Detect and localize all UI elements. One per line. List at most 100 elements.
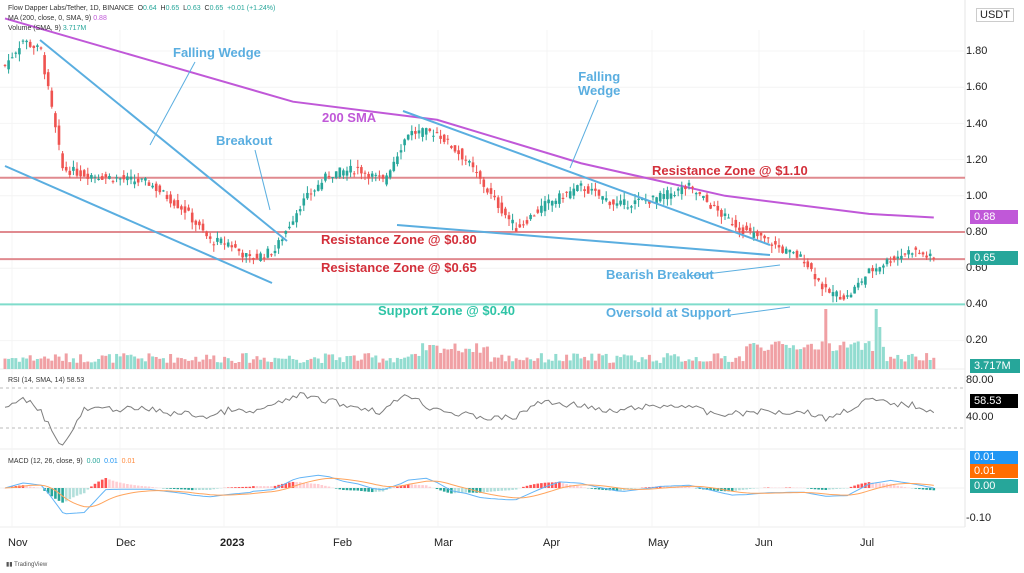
macd-histogram-bar xyxy=(165,488,169,489)
candle-body xyxy=(100,176,104,180)
macd-histogram-bar xyxy=(820,488,824,490)
macd-histogram-bar xyxy=(810,488,813,489)
volume-bar xyxy=(107,354,111,369)
macd-histogram-bar xyxy=(730,488,734,492)
macd-histogram-bar xyxy=(565,484,568,488)
volume-bar xyxy=(424,350,428,369)
annotation-falling-wedge-1: Falling Wedge xyxy=(173,45,261,60)
macd-histogram-bar xyxy=(194,488,198,491)
volume-bar xyxy=(100,355,104,369)
volume-bar xyxy=(730,361,734,369)
low-label: L xyxy=(183,5,188,12)
open-label: O xyxy=(137,5,144,12)
macd-histogram-bar xyxy=(334,488,338,489)
candle-body xyxy=(824,284,828,288)
currency-selector[interactable]: USDT xyxy=(976,8,1014,22)
volume-bar xyxy=(248,362,252,369)
candle-body xyxy=(504,208,507,216)
volume-bar xyxy=(86,361,90,369)
rsi-badge: 58.53 xyxy=(970,394,1018,408)
candle-body xyxy=(565,191,568,193)
volume-bar xyxy=(237,362,241,369)
candle-body xyxy=(727,217,730,219)
macd-histogram-bar xyxy=(248,486,252,488)
candle-body xyxy=(802,261,806,264)
wedge-trendline xyxy=(396,224,771,256)
macd-histogram-bar xyxy=(198,488,201,491)
candle-body xyxy=(158,185,162,193)
volume-bar xyxy=(68,362,72,369)
macd-histogram-bar xyxy=(435,488,439,490)
candle-body xyxy=(248,254,252,256)
macd-histogram-bar xyxy=(288,482,291,488)
candle-body xyxy=(334,171,338,178)
candle-body xyxy=(403,139,406,146)
macd-histogram-bar xyxy=(108,479,111,488)
macd-signal-badge: 0.01 xyxy=(970,464,1018,478)
macd-histogram-bar xyxy=(280,483,284,488)
ma-price-badge: 0.88 xyxy=(970,210,1018,224)
volume-bar xyxy=(219,362,223,369)
volume-bar xyxy=(176,357,180,369)
volume-bar xyxy=(791,345,795,369)
macd-histogram-bar xyxy=(864,482,867,488)
macd-histogram-bar xyxy=(464,488,468,493)
time-label-dec: Dec xyxy=(116,537,136,549)
macd-histogram-bar xyxy=(259,486,262,488)
volume-bar xyxy=(97,358,101,369)
volume-bar xyxy=(759,347,763,369)
macd-histogram-bar xyxy=(324,485,327,488)
candle-body xyxy=(10,57,14,59)
macd-histogram-bar xyxy=(97,481,100,488)
candle-body xyxy=(853,286,856,294)
volume-bar xyxy=(493,357,497,369)
tradingview-logo[interactable]: ▮▮ TradingView xyxy=(6,561,47,568)
annotation-pointer xyxy=(569,99,599,169)
volume-bar xyxy=(82,362,86,369)
volume-bar xyxy=(187,360,191,369)
candle-body xyxy=(165,194,169,199)
candle-body xyxy=(554,200,558,204)
candle-body xyxy=(367,173,370,179)
candle-body xyxy=(183,206,187,213)
candle-body xyxy=(709,204,712,209)
volume-bar xyxy=(896,354,900,369)
macd-line-value: 0.01 xyxy=(104,458,118,465)
candle-body xyxy=(774,241,777,245)
macd-histogram-bar xyxy=(849,486,853,488)
volume-bar xyxy=(665,353,669,369)
volume-bar xyxy=(115,353,119,369)
volume-bar xyxy=(39,358,43,369)
volume-bar xyxy=(701,361,705,369)
volume-legend[interactable]: Volume (SMA, 9) 3.717M xyxy=(8,24,86,34)
candle-body xyxy=(842,295,846,300)
candle-body xyxy=(460,148,464,160)
candle-body xyxy=(522,224,525,226)
rsi-tick: 40.00 xyxy=(966,411,994,423)
macd-histogram-bar xyxy=(892,484,896,488)
ma-legend[interactable]: MA (200, close, 0, SMA, 9) 0.88 xyxy=(8,14,107,24)
volume-bar xyxy=(439,352,443,369)
candle-body xyxy=(910,253,914,255)
candle-body xyxy=(352,173,356,175)
macd-legend[interactable]: MACD (12, 26, close, 9) 0.00 0.01 0.01 xyxy=(8,457,135,467)
rsi-legend[interactable]: RSI (14, SMA, 14) 58.53 xyxy=(8,376,84,386)
candle-body xyxy=(21,40,25,42)
candle-body xyxy=(172,200,176,206)
volume-bar xyxy=(471,352,475,369)
candle-body xyxy=(140,178,144,180)
candle-body xyxy=(568,191,572,199)
macd-histogram-bar xyxy=(57,488,61,501)
annotation-bearish-breakout: Bearish Breakout xyxy=(606,267,714,282)
macd-histogram-bar xyxy=(745,488,748,490)
candle-body xyxy=(154,183,158,191)
macd-histogram-bar xyxy=(32,487,36,488)
candle-body xyxy=(392,161,396,171)
macd-tick: -0.10 xyxy=(966,512,992,524)
macd-histogram-bar xyxy=(93,483,97,488)
macd-histogram-bar xyxy=(183,488,187,490)
macd-histogram-bar xyxy=(363,488,367,492)
macd-histogram-bar xyxy=(241,486,244,488)
macd-histogram-bar xyxy=(176,488,180,490)
